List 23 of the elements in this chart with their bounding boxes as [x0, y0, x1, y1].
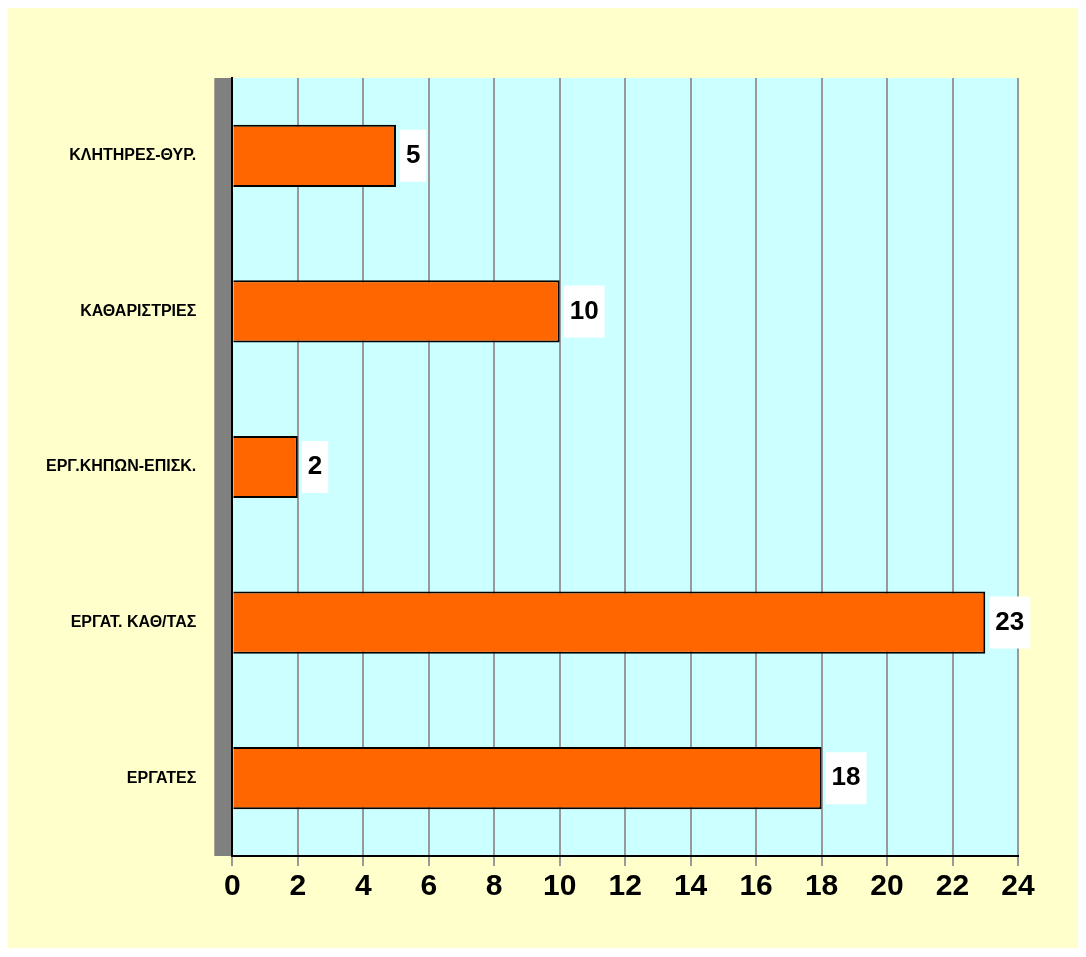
y-tick-label: ΚΑΘΑΡΙΣΤΡΙΕΣ	[80, 301, 197, 319]
x-tick-label: 16	[739, 868, 773, 902]
data-label: 2	[307, 450, 323, 481]
data-label: 5	[405, 138, 421, 169]
y-tick-label: ΚΛΗΤΗΡΕΣ-ΘΥΡ.	[69, 146, 197, 164]
y-tick-label: ΕΡΓΑΤΕΣ	[126, 768, 197, 786]
x-tick-label: 12	[608, 868, 642, 902]
data-label: 23	[995, 605, 1025, 636]
x-tick-label: 14	[673, 868, 708, 902]
x-tick-label: 2	[289, 868, 307, 902]
x-tick-label: 4	[354, 868, 372, 902]
y-tick-label: ΕΡΓ.ΚΗΠΩΝ-ΕΠΙΣΚ.	[46, 457, 197, 475]
x-tick-label: 18	[804, 868, 839, 902]
y-tick-label: ΕΡΓΑΤ. ΚΑΘ/ΤΑΣ	[70, 613, 197, 631]
data-label: 10	[569, 294, 599, 325]
x-tick-label: 24	[1001, 868, 1035, 902]
data-label: 18	[831, 761, 861, 792]
x-tick-label: 22	[935, 868, 970, 902]
x-tick-label: 10	[542, 868, 577, 902]
x-tick-label: 0	[223, 868, 241, 902]
x-tick-label: 20	[870, 868, 904, 902]
x-tick-label: 6	[420, 868, 438, 902]
x-tick-label: 8	[485, 868, 503, 902]
